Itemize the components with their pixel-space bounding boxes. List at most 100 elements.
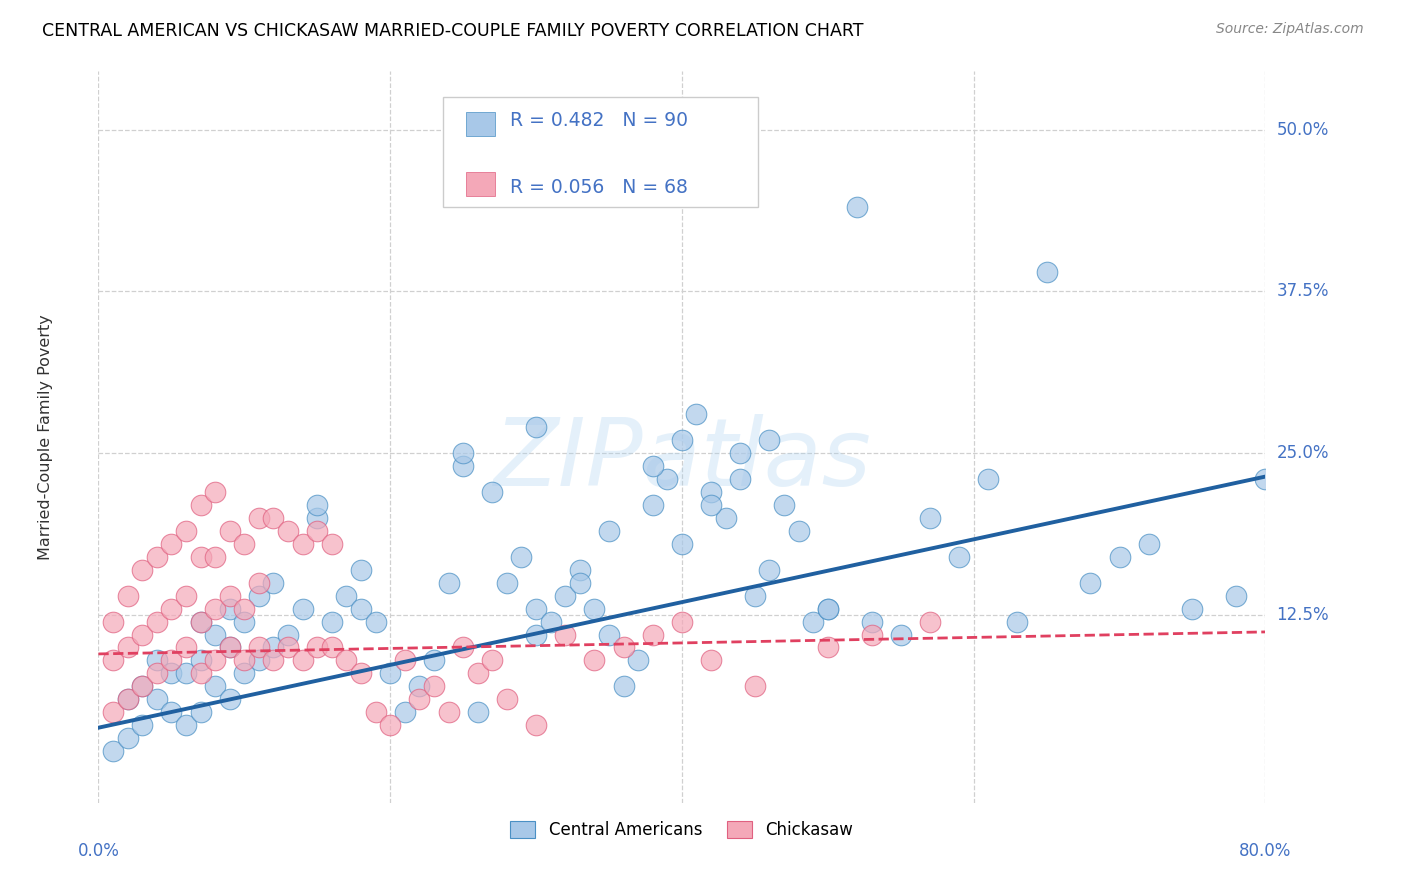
- Point: [291, 537, 314, 551]
- Point: [204, 627, 226, 641]
- Point: [1137, 537, 1160, 551]
- Point: [335, 589, 357, 603]
- Point: [247, 511, 270, 525]
- Point: [817, 601, 839, 615]
- Point: [190, 498, 212, 512]
- Point: [335, 653, 357, 667]
- Point: [758, 563, 780, 577]
- Point: [233, 615, 256, 629]
- Point: [131, 718, 153, 732]
- Point: [307, 524, 329, 538]
- Point: [408, 679, 430, 693]
- Point: [700, 498, 723, 512]
- Text: R = 0.482   N = 90: R = 0.482 N = 90: [510, 111, 689, 130]
- Point: [1108, 549, 1130, 564]
- Point: [524, 601, 547, 615]
- Point: [423, 653, 446, 667]
- Point: [321, 640, 343, 655]
- Point: [131, 563, 153, 577]
- Point: [817, 601, 839, 615]
- Point: [117, 640, 139, 655]
- Point: [204, 679, 226, 693]
- Point: [101, 705, 124, 719]
- Point: [247, 575, 270, 590]
- Point: [948, 549, 970, 564]
- Point: [174, 589, 197, 603]
- Point: [612, 679, 634, 693]
- Point: [423, 679, 446, 693]
- Point: [524, 420, 547, 434]
- Point: [101, 744, 124, 758]
- Point: [218, 640, 240, 655]
- Point: [394, 653, 416, 667]
- Point: [247, 589, 270, 603]
- Point: [524, 718, 547, 732]
- Point: [131, 679, 153, 693]
- Point: [117, 731, 139, 745]
- Point: [350, 666, 373, 681]
- Point: [437, 705, 460, 719]
- Point: [131, 627, 153, 641]
- Point: [773, 498, 796, 512]
- Point: [262, 575, 284, 590]
- Point: [860, 627, 883, 641]
- Point: [350, 601, 373, 615]
- Point: [277, 640, 299, 655]
- Text: Married-Couple Family Poverty: Married-Couple Family Poverty: [38, 314, 53, 560]
- Point: [700, 653, 723, 667]
- Text: ZIPatlas: ZIPatlas: [494, 414, 870, 505]
- Point: [700, 485, 723, 500]
- Text: 50.0%: 50.0%: [1277, 120, 1329, 138]
- Point: [860, 615, 883, 629]
- Point: [671, 434, 693, 448]
- Point: [174, 524, 197, 538]
- Point: [641, 498, 664, 512]
- Point: [598, 627, 620, 641]
- Text: 37.5%: 37.5%: [1277, 283, 1329, 301]
- Point: [307, 498, 329, 512]
- Point: [291, 601, 314, 615]
- Point: [627, 653, 650, 667]
- Point: [218, 589, 240, 603]
- Point: [247, 640, 270, 655]
- Point: [641, 627, 664, 641]
- Point: [730, 472, 752, 486]
- Point: [350, 563, 373, 577]
- Point: [218, 692, 240, 706]
- Point: [117, 692, 139, 706]
- Text: 80.0%: 80.0%: [1239, 842, 1292, 860]
- Point: [233, 666, 256, 681]
- Point: [540, 615, 562, 629]
- Point: [1181, 601, 1204, 615]
- Point: [321, 537, 343, 551]
- Point: [787, 524, 810, 538]
- Point: [467, 705, 489, 719]
- Point: [451, 459, 474, 474]
- Point: [160, 666, 183, 681]
- FancyBboxPatch shape: [465, 172, 495, 195]
- Point: [190, 615, 212, 629]
- Point: [218, 524, 240, 538]
- Point: [568, 575, 591, 590]
- Point: [160, 653, 183, 667]
- Point: [510, 549, 533, 564]
- Point: [247, 653, 270, 667]
- Text: CENTRAL AMERICAN VS CHICKASAW MARRIED-COUPLE FAMILY POVERTY CORRELATION CHART: CENTRAL AMERICAN VS CHICKASAW MARRIED-CO…: [42, 22, 863, 40]
- Point: [437, 575, 460, 590]
- Point: [190, 666, 212, 681]
- Point: [1035, 265, 1057, 279]
- Point: [408, 692, 430, 706]
- Point: [364, 705, 387, 719]
- Point: [233, 601, 256, 615]
- Point: [307, 640, 329, 655]
- Point: [364, 615, 387, 629]
- Point: [160, 705, 183, 719]
- FancyBboxPatch shape: [465, 112, 495, 136]
- Point: [744, 679, 766, 693]
- Point: [190, 653, 212, 667]
- Point: [1080, 575, 1102, 590]
- Point: [174, 640, 197, 655]
- Point: [918, 511, 941, 525]
- Point: [481, 485, 503, 500]
- Point: [451, 446, 474, 460]
